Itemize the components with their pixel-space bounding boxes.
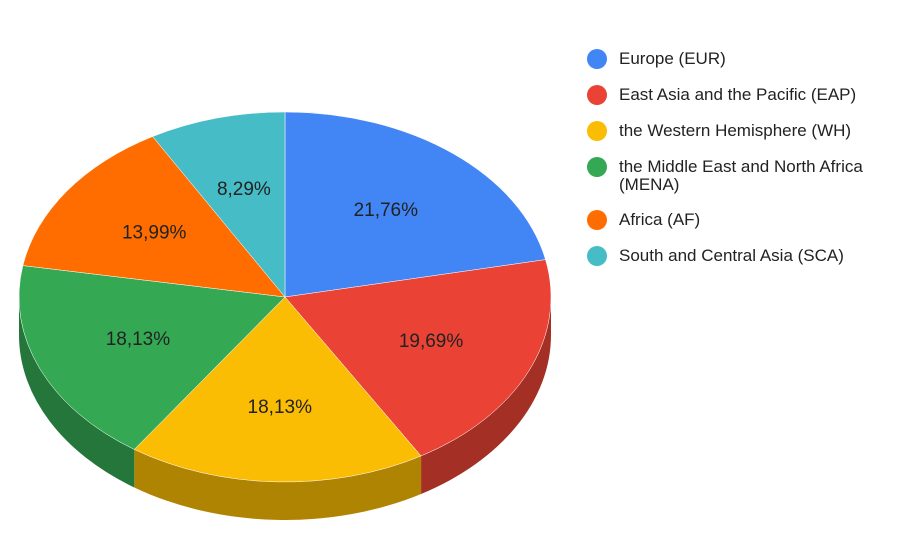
data-label: 18,13% — [106, 329, 171, 350]
legend-swatch — [587, 85, 607, 105]
slice — [284, 111, 546, 298]
slice — [133, 296, 422, 483]
legend-item: East Asia and the Pacific (EAP) — [587, 85, 897, 105]
slice — [22, 136, 286, 298]
legend-item: Europe (EUR) — [587, 49, 897, 69]
slice — [18, 265, 286, 450]
legend-swatch — [587, 210, 607, 230]
legend-label: the Western Hemisphere (WH) — [619, 121, 852, 140]
legend-label: Europe (EUR) — [619, 49, 726, 68]
legend-swatch — [587, 121, 607, 141]
slice-side — [134, 449, 422, 520]
legend-swatch — [587, 49, 607, 69]
legend: Europe (EUR) East Asia and the Pacific (E… — [587, 49, 897, 283]
slice-side — [19, 297, 135, 488]
legend-label: the Middle East and North Africa (MENA) — [619, 157, 863, 194]
data-label: 8,29% — [217, 179, 271, 200]
data-label: 21,76% — [354, 200, 419, 221]
legend-swatch — [587, 157, 607, 177]
legend-item: the Middle East and North Africa (MENA) — [587, 157, 897, 194]
slice — [284, 259, 552, 457]
chart: 21,76% 19,69% 18,13% 18,13% 13,99% 8,29% — [18, 111, 552, 520]
slice — [152, 111, 286, 298]
legend-label: Africa (AF) — [619, 210, 701, 229]
legend-label: East Asia and the Pacific (EAP) — [619, 85, 857, 104]
legend-item: Africa (AF) — [587, 210, 897, 230]
data-label: 18,13% — [248, 397, 313, 418]
data-label: 13,99% — [122, 222, 187, 243]
legend-swatch — [587, 246, 607, 266]
legend-item: South and Central Asia (SCA) — [587, 246, 897, 266]
legend-item: the Western Hemisphere (WH) — [587, 121, 897, 141]
legend-label: South and Central Asia (SCA) — [619, 246, 844, 265]
data-label: 19,69% — [399, 331, 464, 352]
slice-side — [421, 297, 551, 494]
